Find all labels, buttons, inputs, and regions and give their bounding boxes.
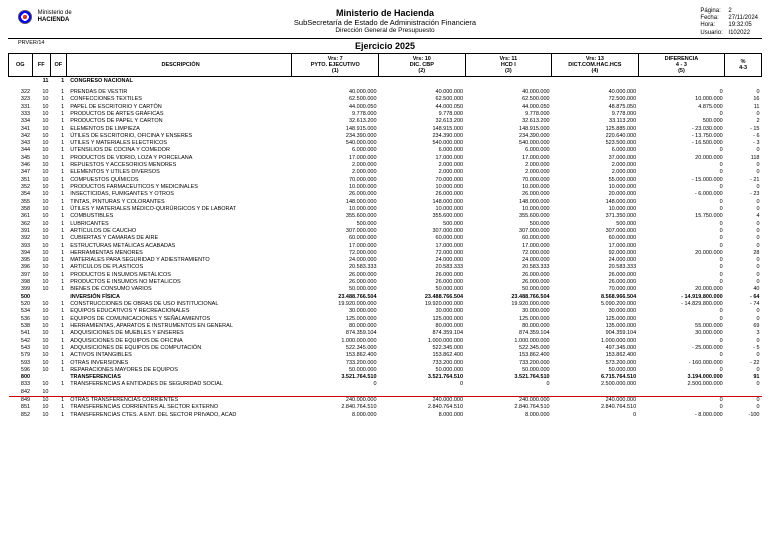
table-row: 833101TRANSFERENCIAS A ENTIDADES DE SEGU… bbox=[9, 381, 762, 388]
subsecretaria: SubSecretaría de Estado de Administració… bbox=[8, 18, 762, 27]
th-pct: %4-3 bbox=[725, 54, 762, 77]
table-row: 399101BIENES DE CONSUMO VARIOS50.000.000… bbox=[9, 286, 762, 293]
table-row: 84210 bbox=[9, 388, 762, 396]
table-row: 393101ESTRUCTURAS METÁLICAS ACABADAS17.0… bbox=[9, 242, 762, 249]
logo-top: Ministerio de bbox=[38, 10, 72, 16]
table-row: 322101PRENDAS DE VESTIR40.000.00040.000.… bbox=[9, 88, 762, 95]
table-row: 596101REPARACIONES MAYORES DE EQUIPOS50.… bbox=[9, 366, 762, 373]
table-row: 852101TRANSFERENCIAS CTES. A ENT. DEL SE… bbox=[9, 411, 762, 418]
table-row: 536101EQUIPOS DE COMUNICACIONES Y SEÑALA… bbox=[9, 315, 762, 322]
table-row: 354101INSECTICIDAS, FUMIGANTES Y OTROS26… bbox=[9, 191, 762, 198]
table-row: 323101CONFECCIONES TEXTILES62.500.00062.… bbox=[9, 96, 762, 103]
table-row: 344101UTENSILIOS DE COCINA Y COMEDOR6.00… bbox=[9, 147, 762, 154]
page-meta: Página:2 Fecha:27/11/2024 Hora:19:32:05 … bbox=[700, 8, 758, 37]
table-row: 534101EQUIPOS EDUCATIVOS Y RECREACIONALE… bbox=[9, 308, 762, 315]
th-v1: Vrs: 7PYTO. EJECUTIVO(1) bbox=[292, 54, 379, 77]
direccion: Dirección General de Presupuesto bbox=[8, 27, 762, 34]
report-code: PRVER/14 bbox=[18, 40, 45, 46]
table-row: 542101ADQUISICIONES DE EQUIPOS DE OFICIN… bbox=[9, 337, 762, 344]
th-dif: DIFERENCIA4 - 3(5) bbox=[638, 54, 725, 77]
table-row: 352101PRODUCTOS FARMACÉUTICOS Y MEDICINA… bbox=[9, 184, 762, 191]
table-row: 334101PRODUCTOS DE PAPEL Y CARTON32.613.… bbox=[9, 118, 762, 125]
table-row: 392101CUBIERTAS Y CÁMARAS DE AIRE60.000.… bbox=[9, 235, 762, 242]
table-row: 593101OTRAS INVERSIONES733.200.000733.20… bbox=[9, 359, 762, 366]
table-row: 500INVERSIÓN FÍSICA23.488.766.50423.488.… bbox=[9, 293, 762, 300]
logo-block: Ministerio de HACIENDA bbox=[18, 10, 72, 24]
table-row: 341101ELEMENTOS DE LIMPIEZA148.915.00014… bbox=[9, 125, 762, 132]
table-row: 396101ARTÍCULOS DE PLÁSTICOS20.583.33320… bbox=[9, 264, 762, 271]
table-row: 395101MATERIALES PARA SEGURIDAD Y ADIEST… bbox=[9, 257, 762, 264]
table-row: 541101ADQUISICIONES DE MUEBLES Y ENSERES… bbox=[9, 330, 762, 337]
table-row: 849101OTRAS TRANSFERENCIAS CORRIENTES240… bbox=[9, 396, 762, 404]
table-row: 355101TINTAS, PINTURAS Y COLORANTES148.0… bbox=[9, 198, 762, 205]
table-row: 331101PAPEL DE ESCRITORIO Y CARTÓN44.000… bbox=[9, 103, 762, 110]
table-row: 362101LUBRICANTES500.000500.000500.00050… bbox=[9, 220, 762, 227]
th-v2: Vrs: 10DIC. CBP(2) bbox=[379, 54, 466, 77]
table-row: 346101REPUESTOS Y ACCESORIOS MENORES2.00… bbox=[9, 162, 762, 169]
table-row: 520101CONSTRUCCIONES DE OBRAS DE USO INS… bbox=[9, 301, 762, 308]
table-row: 543101ADQUISICIONES DE EQUIPOS DE COMPUT… bbox=[9, 344, 762, 351]
shield-icon bbox=[18, 10, 32, 24]
table-row: 397101PRODUCTOS E INSUMOS METÁLICOS26.00… bbox=[9, 271, 762, 278]
ejercicio-title: Ejercicio 2025 bbox=[8, 38, 762, 51]
th-of: OF bbox=[50, 54, 66, 77]
table-row: 538101HERRAMIENTAS, APARATOS E INSTRUMEN… bbox=[9, 322, 762, 329]
table-row: 579101ACTIVOS INTANGIBLES153.862.400153.… bbox=[9, 352, 762, 359]
table-row: 347101ELEMENTOS Y ÚTILES DIVERSOS2.000.0… bbox=[9, 169, 762, 176]
table-row: 358101ÚTILES Y MATERIALES MÉDICO-QUIRÚRG… bbox=[9, 205, 762, 212]
budget-table: OG FF OF DESCRIPCIÓN Vrs: 7PYTO. EJECUTI… bbox=[8, 53, 762, 419]
table-row: 333101PRODUCTOS DE ARTES GRÁFICAS9.778.0… bbox=[9, 110, 762, 117]
logo-bot: HACIENDA bbox=[38, 17, 70, 23]
table-row: 851101TRANSFERENCIAS CORRIENTES AL SECTO… bbox=[9, 404, 762, 411]
table-row: 398101PRODUCTOS E INSUMOS NO METÁLICOS26… bbox=[9, 279, 762, 286]
table-row: 361101COMBUSTIBLES355.600.000355.600.000… bbox=[9, 213, 762, 220]
th-og: OG bbox=[9, 54, 33, 77]
table-row: 351101COMPUESTOS QUÍMICOS70.000.00070.00… bbox=[9, 176, 762, 183]
th-v3: Vrs: 11HCD I(3) bbox=[465, 54, 552, 77]
table-row: 391101ARTÍCULOS DE CAUCHO307.000.000307.… bbox=[9, 227, 762, 234]
th-ff: FF bbox=[32, 54, 50, 77]
table-row: 394101HERRAMIENTAS MENORES72.000.00072.0… bbox=[9, 249, 762, 256]
ministry-title: Ministerio de Hacienda bbox=[8, 8, 762, 18]
th-v4: Vrs: 13DICT.COM.HAC.HCS(4) bbox=[552, 54, 639, 77]
header-block: Ministerio de Hacienda SubSecretaría de … bbox=[8, 8, 762, 34]
section-header: 111CONGRESO NACIONAL bbox=[9, 77, 762, 85]
th-desc: DESCRIPCIÓN bbox=[66, 54, 292, 77]
table-row: 800TRANSFERENCIAS3.521.764.5103.521.764.… bbox=[9, 374, 762, 381]
table-row: 342101ÚTILES DE ESCRITORIO, OFICINA Y EN… bbox=[9, 132, 762, 139]
table-row: 345101PRODUCTOS DE VIDRIO, LOZA Y PORCEL… bbox=[9, 154, 762, 161]
table-row: 343101ÚTILES Y MATERIALES ELÉCTRICOS540.… bbox=[9, 140, 762, 147]
